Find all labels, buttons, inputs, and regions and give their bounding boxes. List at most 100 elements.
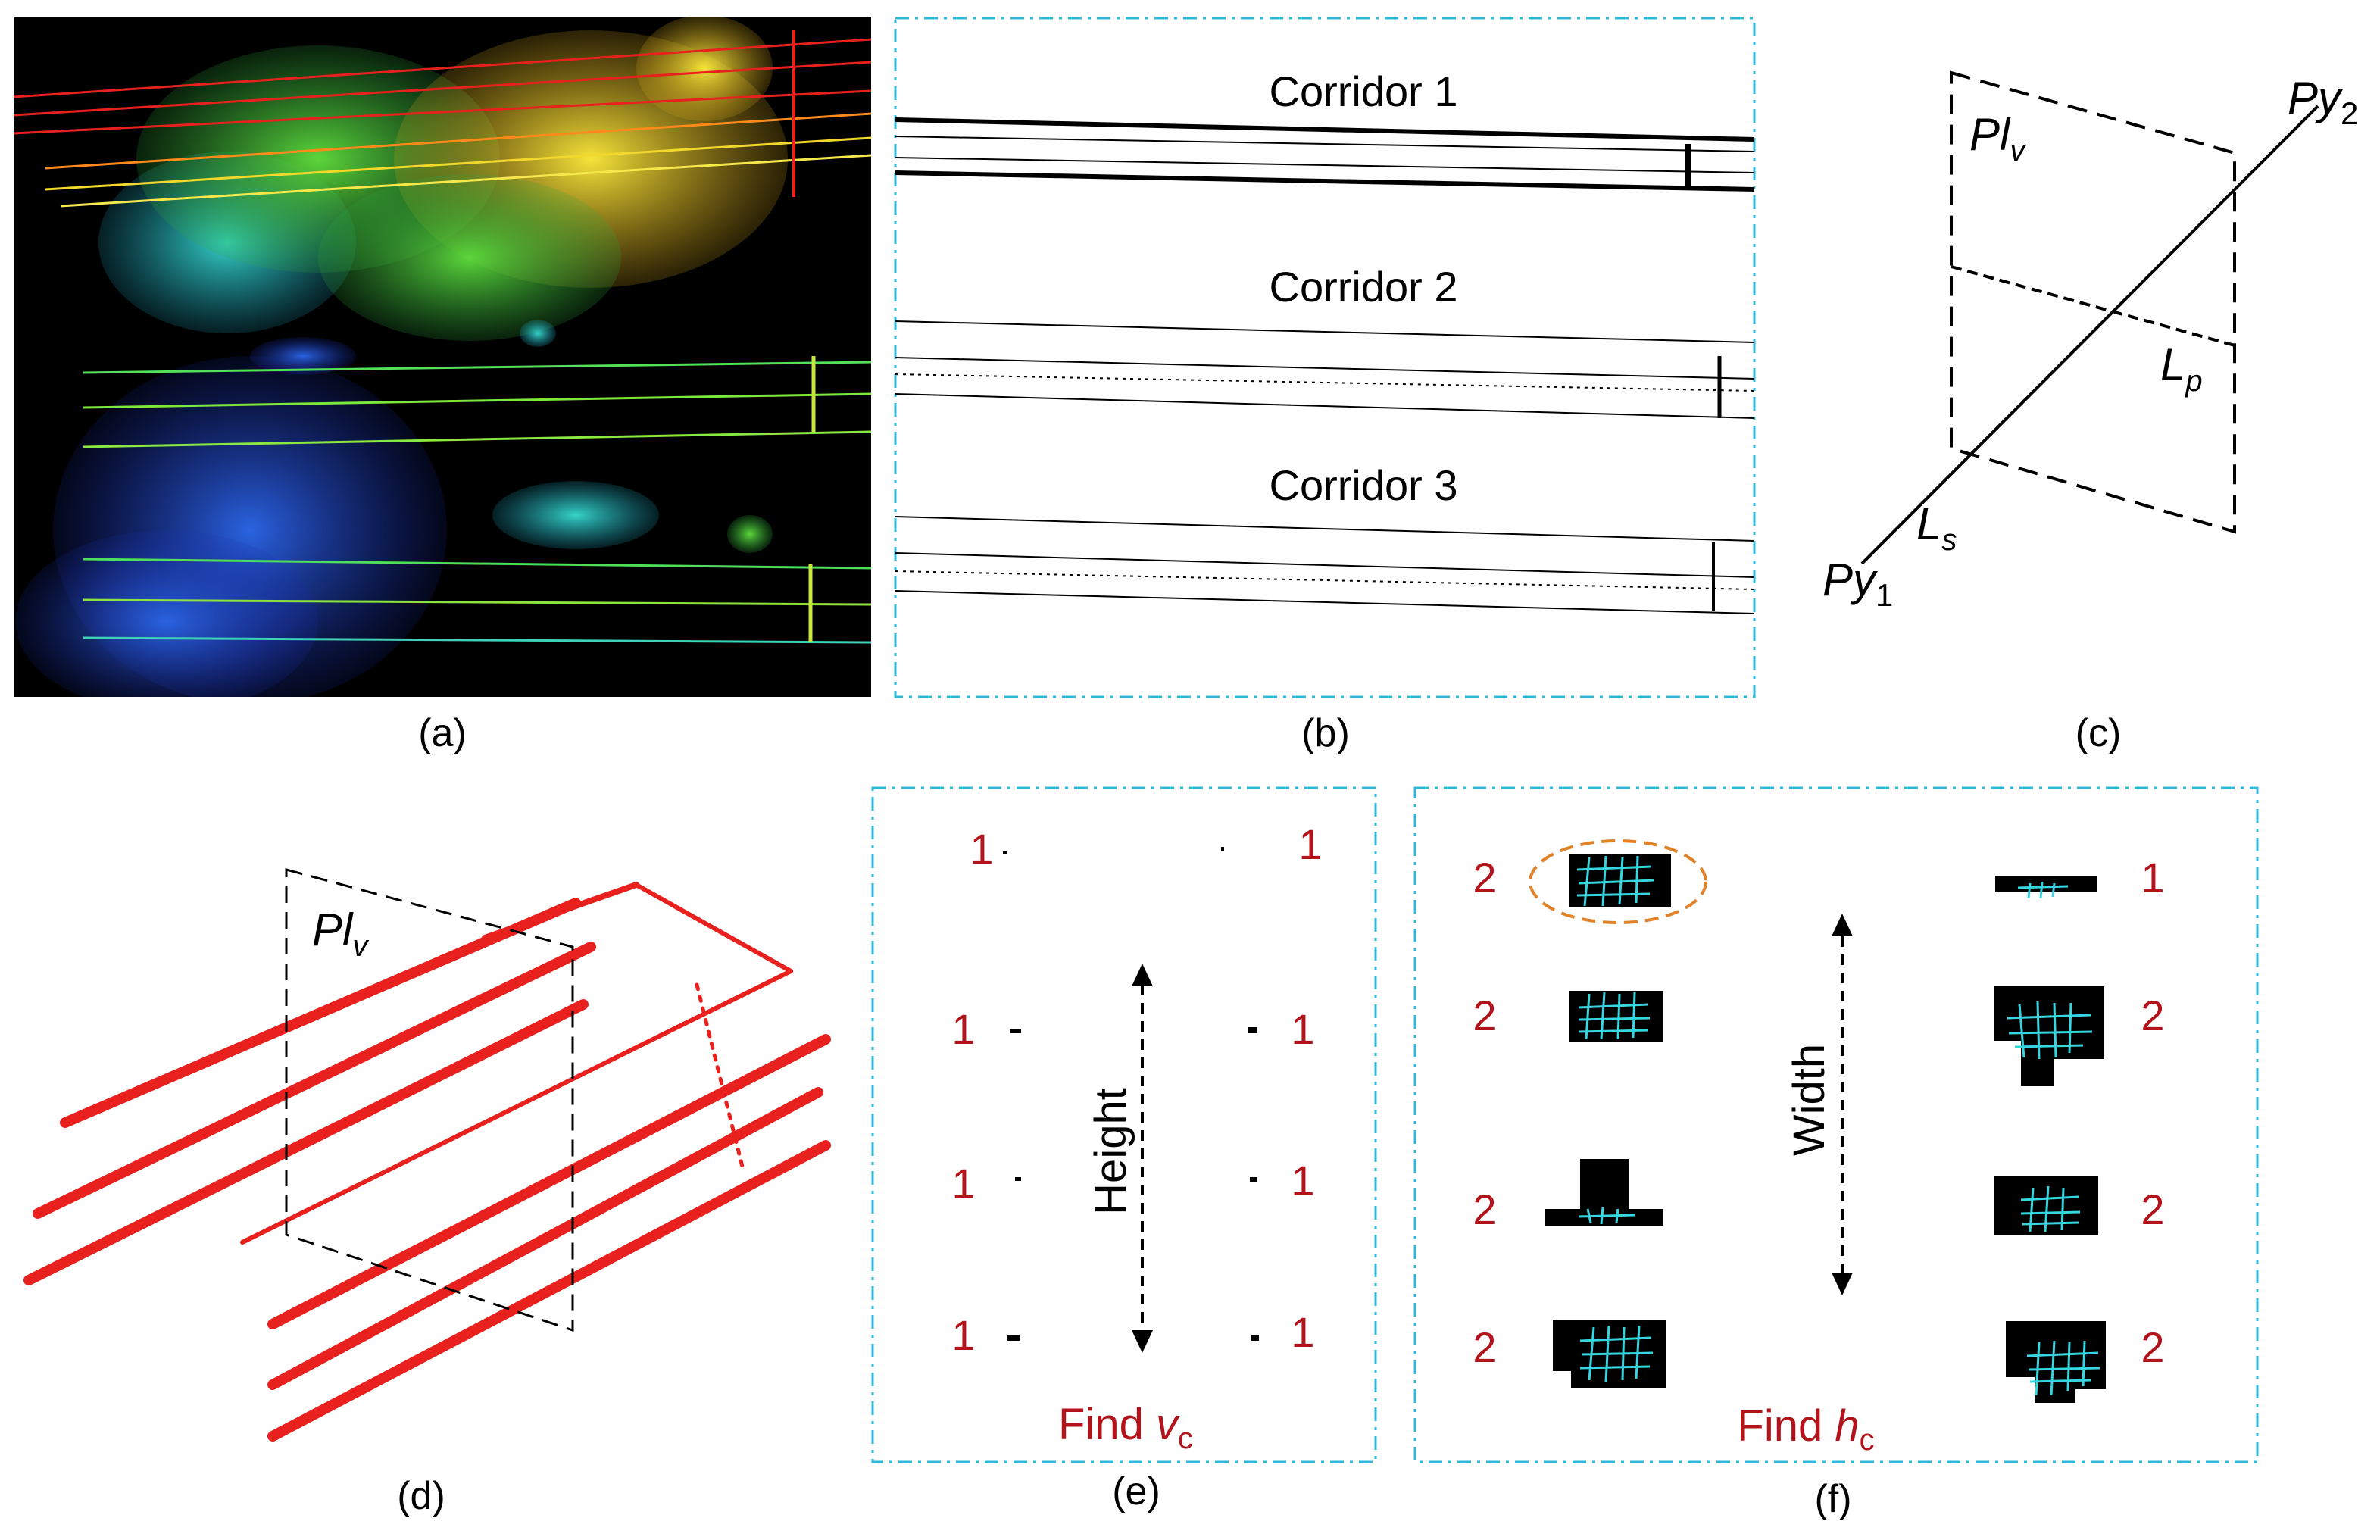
power-line [14,61,871,117]
vegetation-cluster [492,481,659,549]
count-right: 1 [1291,1308,1314,1356]
vegetation-cluster [15,530,318,697]
panel-d-caption: (d) [397,1474,445,1518]
lp-label: Lp [2160,339,2203,398]
mesh-grid [2007,1001,2093,1060]
conductor-shape [1545,1159,1663,1226]
corridor-3-wire [895,590,1755,614]
vegetation-cluster [250,337,356,375]
count-left: 1 [951,1160,975,1207]
vegetation-cluster [727,515,773,553]
red-wire [60,898,581,1128]
mesh-grid [1579,1325,1654,1382]
conductor-shape [1994,986,2104,1086]
py1-label: Py1 [1822,554,1893,613]
panel-f-caption: (f) [1814,1477,1851,1521]
corridor-1-label: Corridor 1 [1270,67,1458,115]
mesh-grid [2020,1185,2081,1232]
count-right: 2 [2141,992,2164,1039]
corridor-3-label: Corridor 3 [1270,461,1458,509]
wire-crosssection [1248,1027,1257,1033]
panel-e-border [871,786,1377,1463]
power-line [60,154,871,208]
wire-crosssection [1010,1029,1021,1033]
red-wire [482,882,639,941]
panel-b-caption: (b) [1301,711,1350,755]
red-wire [267,1140,831,1442]
count-right: 2 [2141,1323,2164,1371]
find-vc-label: Find vc [1058,1400,1193,1455]
count-left: 1 [951,1005,975,1053]
panel-e-caption: (e) [1112,1470,1160,1513]
find-hc-label: Find hc [1737,1401,1874,1457]
count-left: 2 [1473,992,1496,1039]
power-line [83,430,871,448]
mesh-grid [1578,1207,1635,1225]
power-line [83,636,871,644]
count-left: 2 [1473,854,1496,901]
conductor-shape [2006,1321,2106,1403]
wire-crosssection [1221,847,1224,851]
height-axis-label: Height [1086,1088,1135,1215]
panel-e: 1 1 1 1 1 1 1 1 Height Find vc (e) [871,786,1377,1513]
arrow-head-down [1132,1330,1153,1353]
corridor-2-wire [895,320,1755,343]
corridor-2-label: Corridor 2 [1270,263,1458,311]
panel-a: (a) [14,17,871,755]
power-line [83,598,871,606]
corridor-3-wire [895,552,1755,578]
power-line [45,112,871,170]
count-left: 1 [970,825,993,873]
count-right: 2 [2141,1185,2164,1233]
panel-d: Plv (d) [23,868,831,1518]
highlight-ellipse [1529,839,1707,924]
corridor-1-wire [895,117,1755,142]
power-line [83,361,871,374]
count-right: 1 [1298,820,1322,868]
wire-crosssection [1015,1177,1021,1181]
vertical-plane [1950,70,2236,534]
corridor-2-wire [895,373,1755,392]
wire-crosssection [1251,1335,1259,1341]
ls-label: Ls [1916,498,1957,557]
corridor-1-wire [895,170,1755,192]
wire-crosssection [1007,1335,1020,1341]
power-line [83,392,871,409]
red-wire [240,969,793,1245]
mesh-grid [1576,855,1655,907]
corridor-2-wire [895,357,1755,380]
power-line [83,558,871,570]
panel-b-border [894,17,1756,698]
corridor-1-wire [895,157,1755,173]
power-line [45,136,871,191]
wire-crosssection [1003,851,1007,854]
panel-c: Plv Py2 Lp Ls Py1 (c) [1822,70,2358,755]
corridor-3-wire [895,516,1755,542]
red-wire [23,999,589,1285]
panel-c-caption: (c) [2075,711,2122,755]
py2-label: Py2 [2288,73,2358,131]
panel-b: Corridor 1 Corridor 2 Corridor 3 (b) [894,17,1756,755]
count-left: 2 [1473,1185,1496,1233]
panel-f: 2 2 2 2 1 2 2 2 Width Find hc (f) [1413,786,2259,1521]
red-wire-bundle [23,882,831,1442]
span-line [1860,105,2319,565]
count-right: 1 [2141,854,2164,901]
conductor-shape [1995,876,2097,892]
panel-a-caption: (a) [418,711,467,755]
wire-crosssection [1250,1177,1257,1182]
width-axis-label: Width [1785,1044,1834,1156]
power-line [14,38,871,98]
plane-label: Plv [312,904,369,963]
mesh-grid [2017,881,2069,899]
panel-f-border [1413,786,2259,1463]
red-wire [267,1034,831,1329]
red-wire [33,942,596,1219]
red-wire [634,882,793,973]
corridor-1-wire [895,136,1755,152]
arrow-head-up [1132,964,1153,986]
count-left: 1 [951,1311,975,1359]
count-right: 1 [1291,1157,1314,1204]
conductor-shape [1569,991,1663,1042]
